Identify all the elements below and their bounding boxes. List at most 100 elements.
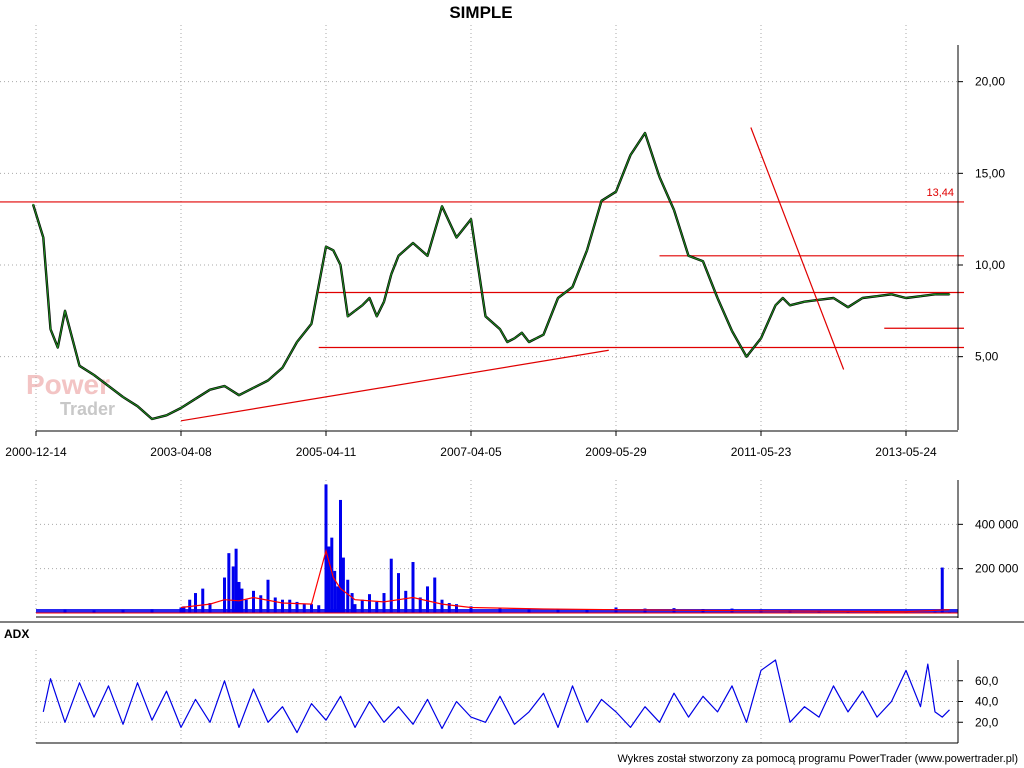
price-point — [42, 236, 45, 239]
price-point — [818, 299, 820, 301]
volume-bar — [701, 609, 705, 613]
price-point — [506, 341, 509, 343]
price-point — [890, 293, 893, 296]
price-point — [441, 205, 443, 208]
x-tick-label: 2011-05-23 — [731, 445, 792, 459]
volume-bar — [121, 609, 125, 613]
price-point — [745, 355, 748, 358]
price-point — [644, 132, 646, 134]
price-point — [93, 374, 95, 376]
price-point — [513, 337, 516, 340]
volume-bar — [397, 573, 400, 613]
volume-bar — [237, 581, 241, 613]
price-point — [499, 328, 501, 330]
price-point — [470, 218, 472, 220]
volume-bar — [455, 604, 458, 613]
price-level-label: 13,44 — [926, 187, 954, 199]
volume-bar — [223, 577, 226, 613]
price-point — [731, 330, 733, 332]
trend-lines — [180, 127, 845, 422]
price-point — [49, 328, 52, 330]
volume-series — [36, 484, 958, 614]
volume-bar — [788, 610, 792, 613]
volume-bar — [556, 609, 560, 613]
price-point — [368, 297, 371, 299]
volume-y-tick-label: 400 000 — [975, 517, 1019, 531]
price-point — [180, 407, 182, 409]
price-point — [847, 306, 849, 308]
price-point — [32, 203, 34, 206]
adx-panel-label: ADX — [4, 627, 29, 641]
price-point — [774, 304, 777, 307]
price-y-tick-label: 10,00 — [975, 258, 1005, 272]
price-point — [122, 396, 124, 398]
price-point — [629, 154, 632, 156]
price-point — [361, 304, 364, 307]
x-tick-label: 2005-04-11 — [296, 445, 357, 459]
volume-bar — [244, 599, 248, 613]
price-levels: 13,44 — [0, 187, 964, 349]
price-point — [412, 242, 414, 244]
price-point — [238, 394, 240, 396]
volume-bar — [498, 608, 502, 613]
price-point — [535, 337, 538, 340]
volume-bar — [389, 558, 393, 613]
adx-series — [42, 659, 950, 734]
price-point — [64, 310, 66, 312]
price-y-ticks: 5,00 10,00 15,00 20,00 — [958, 75, 1005, 364]
price-point — [426, 255, 429, 257]
volume-bar — [92, 610, 96, 613]
volume-bar — [447, 603, 451, 613]
watermark: Power Trader — [26, 369, 115, 419]
volume-bar — [469, 606, 473, 613]
volume-bar — [341, 557, 345, 613]
volume-bar — [336, 586, 340, 613]
price-y-tick-label: 5,00 — [975, 350, 999, 364]
price-point — [209, 388, 211, 391]
price-point — [165, 414, 168, 417]
axes — [0, 45, 1024, 744]
volume-bar — [327, 546, 331, 613]
volume-y-ticks: 200 000 400 000 — [958, 517, 1019, 576]
price-point — [455, 236, 458, 239]
volume-bar — [933, 611, 937, 613]
x-tick-label: 2009-05-29 — [585, 445, 647, 459]
volume-bar — [295, 601, 299, 613]
price-point — [310, 322, 313, 325]
volume-bar — [585, 609, 589, 613]
volume-average-line — [180, 548, 950, 613]
volume-bar — [382, 593, 386, 613]
footer-credit: Wykres został stworzony za pomocą progra… — [617, 753, 1018, 765]
volume-bar — [404, 590, 408, 613]
price-point — [78, 365, 81, 367]
price-series — [31, 131, 951, 421]
price-point — [281, 366, 284, 369]
volume-bar — [940, 567, 944, 613]
price-point — [586, 249, 588, 252]
volume-bar — [310, 604, 313, 613]
volume-bar — [330, 537, 334, 613]
price-point — [615, 190, 617, 193]
price-point — [832, 297, 835, 299]
price-point — [905, 297, 907, 299]
adx-y-ticks: 20,0 40,0 60,0 — [958, 674, 999, 729]
price-point — [803, 300, 806, 303]
volume-bar — [375, 601, 379, 613]
price-point — [390, 273, 393, 275]
price-point — [267, 379, 269, 382]
volume-bar — [360, 599, 364, 613]
chart-title: SIMPLE — [449, 3, 512, 22]
price-point — [876, 295, 878, 297]
price-point — [702, 260, 704, 263]
volume-bar — [411, 562, 415, 613]
volume-bar — [353, 604, 357, 613]
price-point — [571, 286, 574, 288]
volume-bar — [208, 603, 212, 613]
volume-bar — [317, 605, 321, 613]
volume-bar — [259, 595, 263, 613]
price-point — [325, 245, 327, 248]
x-tick-label: 2003-04-08 — [150, 445, 212, 459]
volume-bar — [339, 499, 342, 613]
watermark-trader: Trader — [60, 399, 115, 419]
